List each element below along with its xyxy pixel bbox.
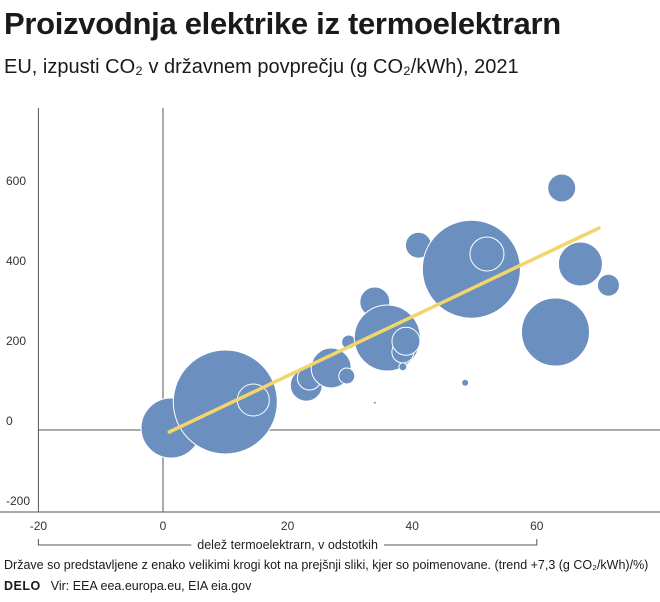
y-tick-label: 200 [6,334,26,348]
trend-line [167,226,601,434]
x-axis-label: delež termoelektrarn, v odstotkih [197,538,378,552]
x-tick-label: 40 [406,519,420,533]
data-point [398,362,408,372]
x-tick-label: 60 [530,519,544,533]
chart-subtitle: EU, izpusti CO₂ v državnem povprečju (g … [4,56,519,78]
data-point [596,273,620,297]
data-point [557,241,603,287]
x-axis-label-backing [191,537,384,553]
brand-logo: DELO [4,579,41,593]
y-tick-labels: 600 400 200 0 -200 [6,174,30,508]
source-line: DELO Vir: EEA eea.europa.eu, EIA eia.gov [4,579,251,593]
x-tick-labels: -20 0 20 40 60 [30,519,544,533]
chart-title: Proizvodnja elektrike iz termoelektrarn [4,6,561,41]
data-point [338,367,356,385]
data-point [391,326,421,356]
x-tick-label: 0 [160,519,167,533]
data-point [469,236,505,272]
data-point [372,400,377,405]
data-point [461,378,470,387]
data-point [520,297,590,367]
footnote: Države so predstavljene z enako velikimi… [4,558,649,572]
data-point [172,349,278,455]
y-tick-label: 0 [6,414,13,428]
y-tick-label: -200 [6,494,30,508]
bubbles-layer [140,173,620,459]
data-point [547,173,577,203]
x-tick-label: -20 [30,519,48,533]
source-text: Vir: EEA eea.europa.eu, EIA eia.gov [50,579,252,593]
y-tick-label: 600 [6,174,26,188]
data-point [236,383,270,417]
x-tick-label: 20 [281,519,295,533]
y-tick-label: 400 [6,254,26,268]
